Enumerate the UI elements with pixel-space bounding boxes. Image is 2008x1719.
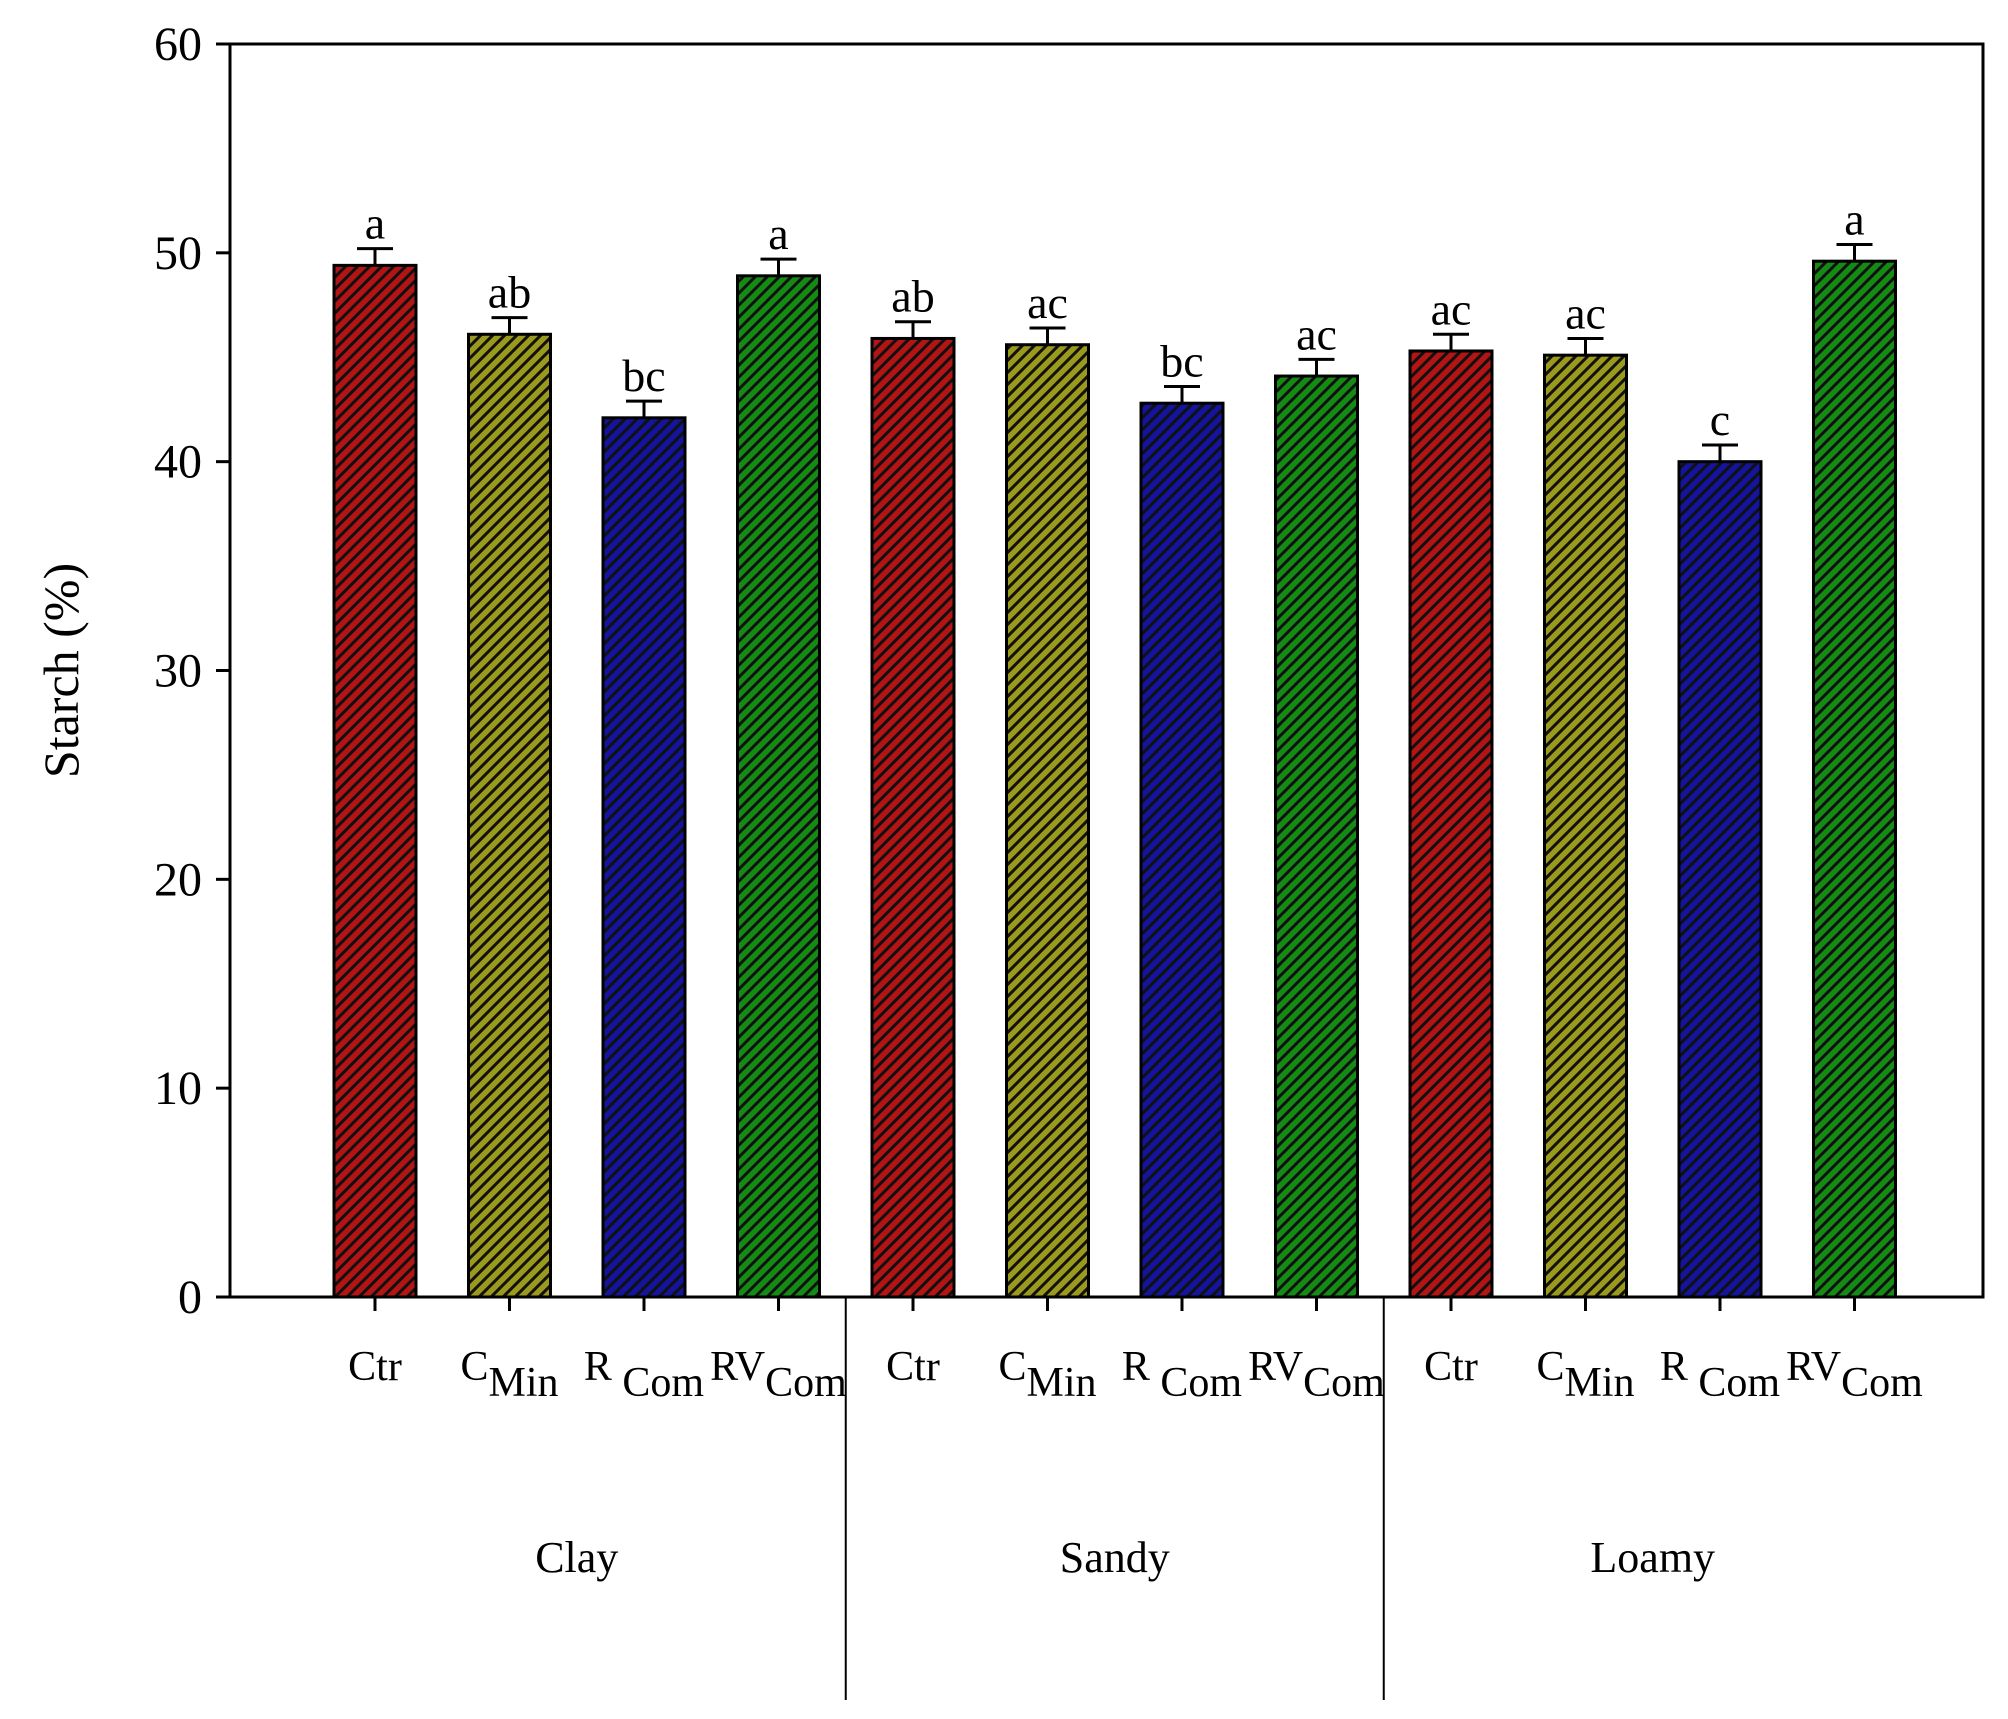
group-label-clay: Clay xyxy=(535,1533,618,1582)
bar-loamy-3 xyxy=(1677,460,1763,1299)
x-tick-label: R Com xyxy=(1122,1344,1243,1406)
bar-clay-2 xyxy=(467,332,552,1299)
x-tick-label: Ctr xyxy=(886,1344,940,1390)
x-tick-label: CMin xyxy=(1536,1344,1634,1406)
y-tick-label: 60 xyxy=(154,18,202,71)
bar-sandy-2 xyxy=(1005,343,1090,1299)
group-label-sandy: Sandy xyxy=(1060,1533,1170,1582)
bar-clay-1 xyxy=(332,263,418,1299)
y-axis-label: Starch (%) xyxy=(33,563,89,778)
bar-sandy-4 xyxy=(1274,374,1359,1299)
error-bar xyxy=(357,247,393,266)
significance-letter: bc xyxy=(622,350,665,401)
significance-letter: ab xyxy=(891,271,934,322)
significance-letter: ac xyxy=(1565,287,1606,338)
error-bar xyxy=(626,399,662,418)
significance-letter: c xyxy=(1710,394,1730,445)
axes-layer xyxy=(216,42,1985,1700)
significance-letter: ac xyxy=(1027,277,1068,328)
y-tick-label: 10 xyxy=(154,1062,202,1115)
significance-letter: a xyxy=(365,198,385,249)
error-bar xyxy=(1702,443,1738,462)
x-tick-label: Ctr xyxy=(348,1344,402,1390)
error-bar xyxy=(760,257,797,276)
bar-clay-3 xyxy=(601,416,687,1299)
significance-letter: bc xyxy=(1160,335,1203,386)
x-tick-label: RVCom xyxy=(1248,1344,1385,1406)
significance-letter: a xyxy=(1844,193,1864,244)
error-bar xyxy=(1567,336,1604,356)
bar-clay-4 xyxy=(736,274,821,1299)
x-tick-label: R Com xyxy=(584,1344,705,1406)
group-label-loamy: Loamy xyxy=(1590,1533,1715,1582)
bars-layer xyxy=(332,242,1897,1299)
bar-loamy-4 xyxy=(1812,259,1897,1299)
significance-letter: ac xyxy=(1431,283,1472,334)
error-bar xyxy=(895,320,931,339)
x-tick-label: R Com xyxy=(1660,1344,1781,1406)
bar-sandy-3 xyxy=(1139,401,1225,1299)
x-tick-label: Ctr xyxy=(1424,1344,1478,1390)
error-bar xyxy=(1298,357,1335,377)
y-tick-label: 30 xyxy=(154,645,202,698)
x-tick-label: CMin xyxy=(460,1344,558,1406)
x-tick-label: CMin xyxy=(998,1344,1096,1406)
significance-letter: a xyxy=(768,208,788,259)
y-tick-label: 20 xyxy=(154,853,202,906)
significance-letter: ab xyxy=(488,267,531,318)
x-tick-label: RVCom xyxy=(710,1344,847,1406)
y-tick-label: 40 xyxy=(154,436,202,489)
error-bar xyxy=(491,316,528,335)
significance-letter: ac xyxy=(1296,308,1337,359)
bar-sandy-1 xyxy=(870,336,956,1299)
error-bar xyxy=(1164,384,1200,404)
x-tick-label: RVCom xyxy=(1786,1344,1923,1406)
error-bar xyxy=(1836,242,1873,262)
error-bar xyxy=(1029,326,1066,345)
error-bar xyxy=(1433,332,1469,351)
bar-loamy-1 xyxy=(1408,349,1494,1299)
y-tick-label: 0 xyxy=(178,1271,202,1324)
y-tick-label: 50 xyxy=(154,227,202,280)
bar-loamy-2 xyxy=(1543,353,1628,1299)
